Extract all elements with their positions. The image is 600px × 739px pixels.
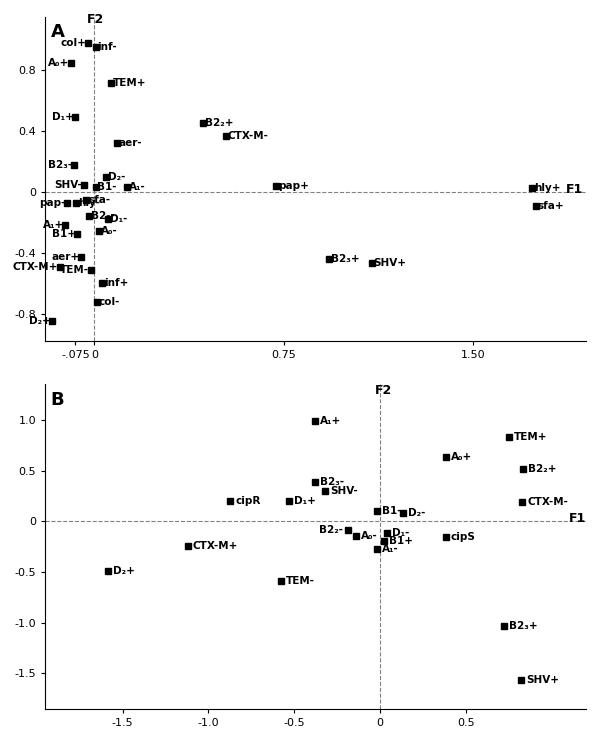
Text: D₁+: D₁+ — [295, 496, 316, 506]
Text: inf-: inf- — [97, 41, 117, 52]
Text: B2₂-: B2₂- — [91, 211, 115, 221]
Text: CTX-M+: CTX-M+ — [193, 541, 238, 551]
Text: inf+: inf+ — [104, 278, 128, 287]
Text: A: A — [50, 24, 65, 41]
Text: sfa+: sfa+ — [538, 201, 565, 211]
Text: SHV+: SHV+ — [374, 258, 407, 268]
Text: B: B — [50, 391, 64, 409]
Text: CTX-M-: CTX-M- — [527, 497, 568, 507]
Text: cipS: cipS — [451, 532, 476, 542]
Text: TEM+: TEM+ — [514, 432, 548, 442]
Text: B2₃+: B2₃+ — [331, 254, 359, 264]
Text: A₁+: A₁+ — [320, 417, 341, 426]
Text: sfa-: sfa- — [88, 195, 110, 205]
Text: F2: F2 — [87, 13, 104, 26]
Text: B2₂+: B2₂+ — [528, 463, 556, 474]
Text: cipR: cipR — [235, 496, 260, 505]
Text: B2₂+: B2₂+ — [205, 118, 233, 128]
Text: D₁-: D₁- — [110, 214, 127, 224]
Text: CTX-M+: CTX-M+ — [13, 262, 58, 272]
Text: TEM-: TEM- — [286, 576, 315, 585]
Text: F1: F1 — [566, 183, 583, 196]
Text: A₀-: A₀- — [101, 226, 118, 236]
Text: F1: F1 — [569, 511, 586, 525]
Text: CTX-M-: CTX-M- — [227, 132, 268, 141]
Text: D₁+: D₁+ — [52, 112, 74, 122]
Text: A₁-: A₁- — [382, 544, 399, 554]
Text: D₂-: D₂- — [107, 171, 125, 182]
Text: A₀+: A₀+ — [49, 58, 70, 68]
Text: D₁-: D₁- — [392, 528, 410, 538]
Text: D₂+: D₂+ — [113, 566, 135, 576]
Text: pap-: pap- — [40, 198, 66, 208]
Text: B2₃-: B2₃- — [320, 477, 344, 487]
Text: B2₃+: B2₃+ — [509, 621, 538, 631]
Text: B1-: B1- — [97, 183, 117, 192]
Text: B1+: B1+ — [52, 229, 76, 239]
Text: SHV+: SHV+ — [526, 675, 559, 686]
Text: hly-: hly- — [78, 198, 100, 208]
Text: B2₂-: B2₂- — [319, 525, 343, 535]
Text: B1+: B1+ — [389, 536, 413, 545]
Text: SHV-: SHV- — [55, 180, 82, 190]
Text: F2: F2 — [375, 384, 392, 397]
Text: B1-: B1- — [382, 505, 401, 516]
Text: TEM-: TEM- — [61, 265, 89, 276]
Text: D₂-: D₂- — [408, 508, 425, 518]
Text: col+: col+ — [61, 38, 87, 49]
Text: hly+: hly+ — [534, 183, 560, 193]
Text: A₁-: A₁- — [129, 183, 146, 192]
Text: pap+: pap+ — [278, 181, 309, 191]
Text: B2₃-: B2₃- — [49, 160, 73, 170]
Text: aer+: aer+ — [51, 252, 79, 262]
Text: TEM+: TEM+ — [113, 78, 146, 88]
Text: aer-: aer- — [119, 138, 143, 149]
Text: A₀-: A₀- — [361, 531, 378, 541]
Text: A₁+: A₁+ — [43, 219, 64, 230]
Text: D₂+: D₂+ — [29, 316, 51, 327]
Text: col-: col- — [99, 296, 120, 307]
Text: SHV-: SHV- — [331, 486, 358, 497]
Text: A₀+: A₀+ — [451, 452, 472, 463]
